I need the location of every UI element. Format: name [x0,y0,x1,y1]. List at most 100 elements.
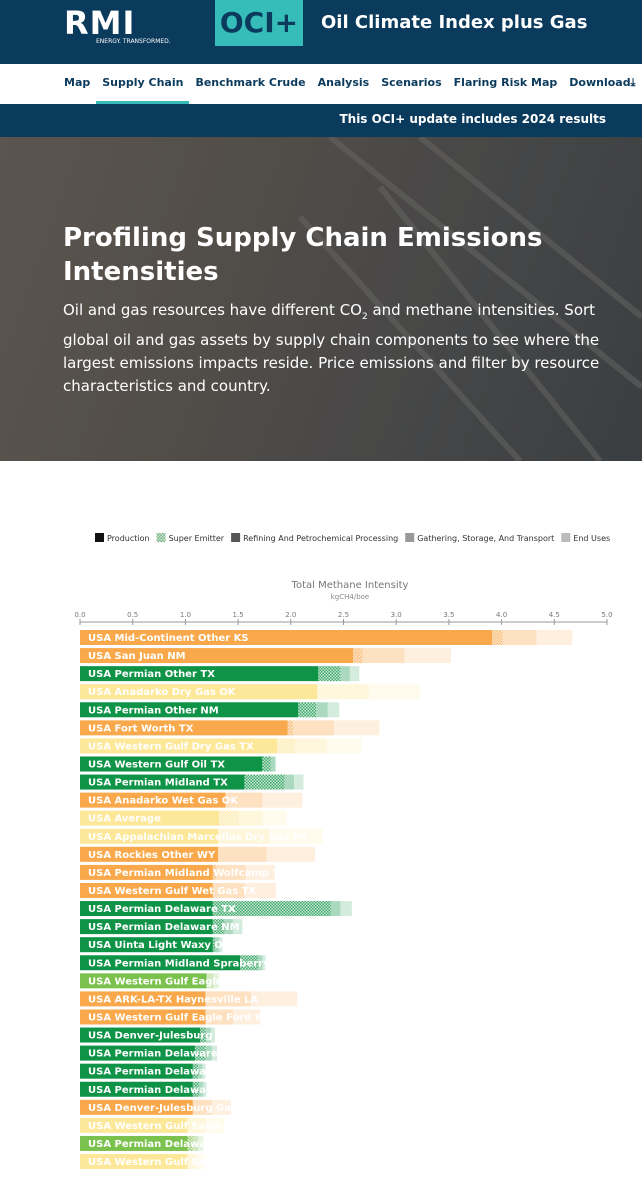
bar-segment [352,648,363,664]
bar-segment [80,792,226,808]
legend-swatch [231,533,241,542]
bar-segment [80,846,219,862]
bar-segment [326,738,362,754]
site-title: Oil Climate Index plus Gas [321,12,588,33]
legend-label: Refining And Petrochemical Processing [243,534,398,543]
bar-segment [80,864,213,880]
bar-label: USA Western Gulf Eagle Ford Wet Gas TX [88,1012,320,1023]
legend-label: Production [107,534,150,543]
banner: This OCI+ update includes 2024 results [0,104,642,137]
bar-segment [340,901,352,917]
badge[interactable]: OCI+ [215,0,303,46]
nav-item[interactable]: Flaring Risk Map [453,76,558,89]
bar-segment [80,630,493,645]
bar-segment [80,720,288,736]
bar-segment [232,1009,261,1025]
x-tick-label: 3.0 [391,611,402,619]
bar-label: USA Western Gulf Oil TX [88,759,225,770]
bar-label: USA Permian Midland Wolfcamp TX [88,868,287,879]
bar-label: USA Permian Delaware TX [88,904,236,915]
bar-label: USA Permian Other NM [88,705,219,716]
nav-item[interactable]: Analysis [317,76,370,89]
hero-text-part: and methane intensities. Sort global oil… [63,301,600,395]
bar-label: USA Western Gulf Eagle Ford Ultra-Light … [88,976,353,987]
legend-swatch [561,533,571,542]
bar-segment [218,846,267,862]
bar-segment [198,1063,203,1079]
bar-segment [205,1009,233,1025]
bar-segment [80,1009,206,1025]
bar-segment [80,648,353,664]
bar-segment [219,810,240,826]
nav-item[interactable]: Download⤓ [563,64,641,104]
bar-segment [203,1081,207,1097]
bar-label: USA Western Gulf Eagle Ford Condensate T… [88,1121,340,1132]
bar-segment [80,756,263,772]
hero-image [0,137,642,461]
bar-segment [199,1081,204,1097]
bar-segment [80,810,220,826]
bar-segment [192,1081,200,1097]
bar-segment [80,1081,193,1097]
bar-segment [330,901,341,917]
bar-segment [202,1063,206,1079]
bar-segment [225,792,263,808]
nav-item[interactable]: Scenarios [381,76,442,89]
bar-segment [213,973,220,989]
bar-segment [192,1099,212,1115]
bar-segment [244,882,277,898]
x-tick-label: 5.0 [601,611,612,619]
bar-segment [269,828,323,844]
bar-segment [80,1154,188,1170]
bar-segment [205,1045,212,1061]
x-tick-label: 2.0 [285,611,296,619]
bar-segment [80,937,213,953]
nav-item[interactable]: Benchmark Crude [195,76,306,89]
download-icon: ⤓ [630,76,636,89]
bar-segment [211,1099,231,1115]
bar-segment [187,1154,196,1170]
x-tick-label: 1.0 [180,611,191,619]
bar-label: USA Denver-Julesburg Oil CO [88,1031,251,1042]
bar-label: USA Western Gulf Wet Gas TX [88,886,257,897]
bar-segment [287,720,293,736]
bar-segment [80,955,241,971]
hero-text-part: Oil and gas resources have different CO [63,301,362,319]
bar-segment [187,1117,206,1133]
nav-item[interactable]: Supply Chain [96,64,190,104]
bar-segment [270,756,275,772]
bar-segment [368,684,421,700]
bar-segment [80,702,299,718]
bar-segment [80,1099,193,1115]
bar-segment [292,720,335,736]
bar-segment [404,648,452,664]
legend-label: Gathering, Storage, And Transport [417,534,554,543]
x-tick-label: 4.5 [549,611,560,619]
nav-item[interactable]: Map [64,76,91,89]
legend-swatch [405,533,415,542]
bar-segment [187,1135,193,1151]
bar-segment [212,919,225,935]
bar-segment [298,702,317,718]
legend-label: Super Emitter [169,534,225,543]
bar-segment [245,864,275,880]
bar-segment [536,630,573,645]
bar-segment [80,1027,201,1043]
bar-label: USA ARK-LA-TX Haynesville LA [88,994,258,1005]
bar-segment [80,684,318,700]
bar-segment [262,955,266,971]
bar-label: USA Average [88,814,161,825]
bar-segment [232,919,243,935]
bar-segment [194,1045,206,1061]
bar-segment [218,828,270,844]
bar-label: USA Mid-Continent Other KS [88,633,249,644]
bar-segment [212,901,331,917]
logo[interactable]: RMI [64,4,136,42]
bar-segment [250,991,298,1007]
bar-segment [192,1135,199,1151]
bar-label: USA Permian Delaware Bone Spring TX [88,1067,308,1078]
bar-label: USA Western Gulf Eagle Ford Dry Gas TX [88,1157,317,1168]
bar-segment [80,919,213,935]
bar-segment [219,937,223,953]
bar-segment [80,991,206,1007]
